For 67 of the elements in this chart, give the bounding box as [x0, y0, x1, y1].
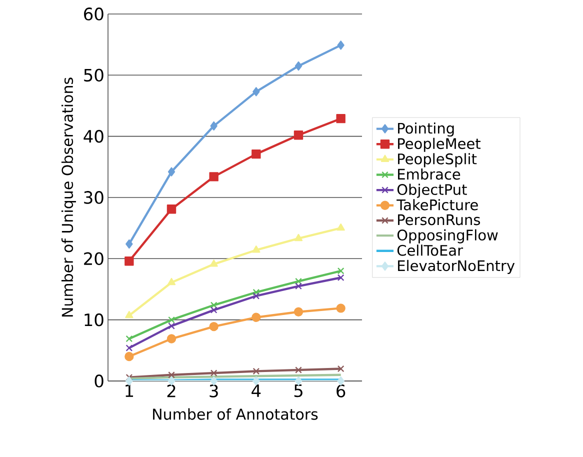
- point: [124, 256, 134, 266]
- point: [336, 304, 346, 313]
- point: [252, 149, 261, 159]
- y-tick-label: 30: [84, 191, 104, 204]
- point: [336, 223, 345, 231]
- point: [126, 239, 133, 249]
- y-tick-label: 40: [84, 130, 104, 143]
- point: [294, 307, 304, 316]
- y-tick-label: 0: [94, 374, 104, 388]
- legend-label: TakePicture: [396, 199, 478, 210]
- legend-label: Embrace: [398, 168, 460, 180]
- y-axis-title: Number of Unique Observations: [61, 78, 76, 317]
- point: [252, 245, 260, 253]
- point: [252, 292, 260, 300]
- legend-label: ElevatorNoEntry: [398, 260, 515, 274]
- legend-label: CellToEar: [397, 244, 464, 256]
- point: [295, 366, 302, 374]
- point: [294, 61, 302, 71]
- y-tick-label: 20: [84, 252, 104, 266]
- point: [337, 274, 344, 282]
- point: [168, 167, 176, 176]
- y-tick-label: 10: [84, 313, 104, 326]
- point: [252, 368, 260, 375]
- point: [126, 374, 133, 381]
- x-tick-label: 2: [167, 384, 176, 398]
- legend-label: PeopleSplit: [398, 153, 477, 168]
- point: [252, 288, 260, 296]
- x-tick-label: 1: [126, 384, 134, 397]
- point: [294, 130, 304, 140]
- point: [295, 278, 302, 285]
- x-tick-label: 5: [294, 384, 302, 398]
- point: [168, 371, 175, 378]
- point: [209, 322, 218, 332]
- x-tick-label: 6: [336, 384, 346, 398]
- legend-label: PersonRuns: [398, 214, 480, 226]
- point: [337, 365, 344, 372]
- x-axis-title: Number of Annotators: [153, 408, 318, 420]
- x-tick-label: 4: [252, 384, 261, 397]
- point: [166, 334, 176, 344]
- legend-label: PeopleMeet: [398, 138, 480, 152]
- point: [337, 267, 344, 274]
- point: [210, 370, 218, 376]
- legend-label: Pointing: [398, 122, 454, 137]
- point: [337, 40, 344, 50]
- point: [210, 302, 218, 309]
- point: [336, 114, 346, 124]
- legend-label: OpposingFlow: [397, 229, 498, 244]
- legend-label: ObjectPut: [397, 184, 467, 198]
- y-tick-label: 60: [84, 8, 104, 20]
- point: [167, 278, 176, 286]
- point: [126, 344, 133, 352]
- point: [125, 310, 134, 318]
- point: [252, 312, 261, 322]
- point: [126, 335, 133, 342]
- point: [209, 172, 218, 182]
- point: [168, 316, 175, 324]
- point: [295, 282, 302, 290]
- point: [168, 322, 175, 330]
- point: [252, 87, 260, 96]
- point: [294, 234, 303, 242]
- point: [166, 204, 176, 214]
- point: [124, 352, 134, 362]
- point: [210, 306, 218, 314]
- y-tick-label: 50: [84, 68, 104, 82]
- point: [210, 121, 218, 131]
- x-tick-label: 3: [210, 384, 218, 398]
- point: [210, 260, 218, 267]
